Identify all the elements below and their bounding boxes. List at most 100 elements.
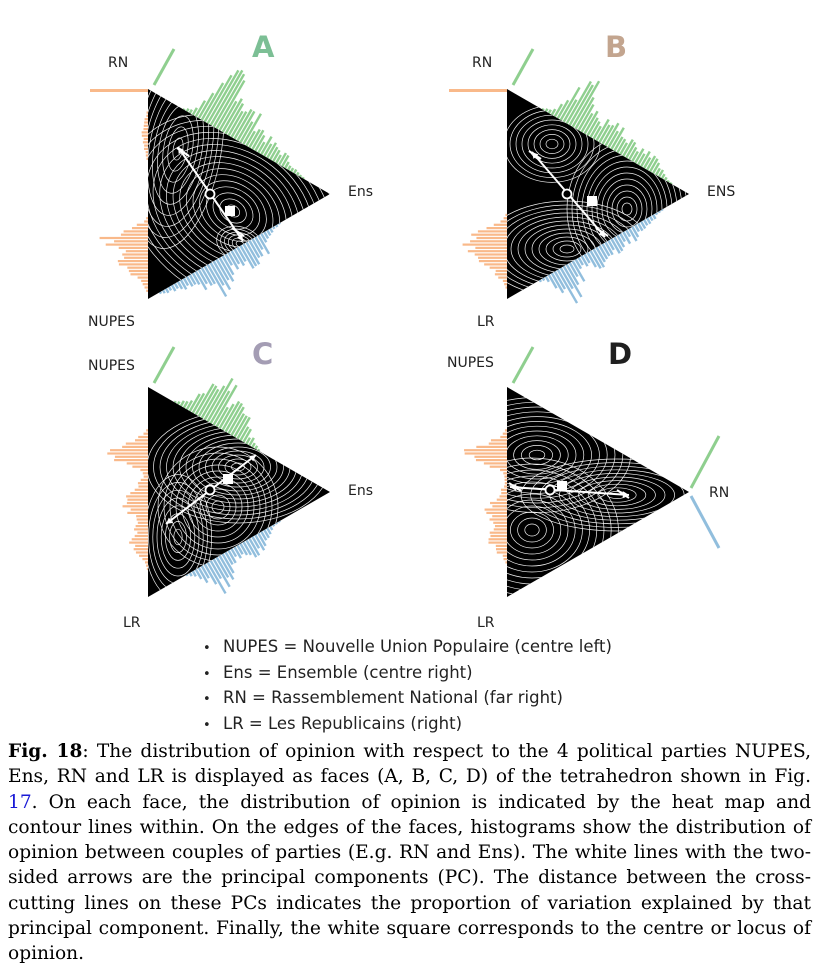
histogram-bar — [212, 260, 232, 291]
legend-bullet: • — [203, 692, 211, 707]
histogram-bar — [197, 385, 218, 417]
histogram-bar — [227, 110, 244, 137]
contour-line — [507, 430, 577, 480]
legend-text: NUPES = Nouvelle Union Populaire (centre… — [223, 637, 612, 656]
histogram-bar — [583, 253, 591, 264]
histogram-bar — [574, 258, 583, 270]
histogram-bar — [616, 138, 627, 154]
histogram-bar — [133, 548, 148, 551]
histogram-bar — [649, 215, 654, 222]
histogram-bar — [610, 127, 625, 150]
histogram-bar — [640, 220, 647, 230]
histogram-bar — [146, 567, 148, 571]
histogram-bar — [607, 130, 619, 149]
histogram-bar — [492, 505, 507, 508]
histogram-bar — [144, 561, 148, 564]
histogram-bar — [114, 240, 148, 243]
histogram-bar — [643, 157, 652, 169]
histogram-bar — [130, 273, 148, 276]
histogram-bar — [191, 570, 197, 577]
contour-line — [224, 458, 252, 476]
contour-line — [521, 445, 553, 465]
histogram-bar — [646, 217, 652, 225]
histogram-bar — [194, 383, 215, 416]
histogram-bar — [646, 155, 657, 171]
histogram-bar — [601, 243, 611, 257]
histogram-edge-line — [689, 435, 721, 489]
histogram-bar — [130, 492, 148, 495]
caption-text-2: . On each face, the distribution of opin… — [8, 791, 811, 965]
legend-text: RN = Rassemblement National (far right) — [223, 688, 563, 707]
pc-arrowhead — [236, 234, 243, 241]
histogram-bar — [124, 256, 148, 259]
histogram-bar — [634, 224, 640, 233]
histogram-bar — [471, 233, 507, 236]
histogram-bar — [203, 563, 218, 585]
pc-arrowhead — [249, 455, 256, 462]
histogram-bar — [215, 406, 229, 428]
histogram-bar — [251, 129, 265, 150]
histogram-bar — [272, 524, 276, 527]
histogram-bar — [221, 98, 243, 133]
histogram-bar — [206, 377, 234, 423]
histogram-bar — [145, 151, 148, 154]
histogram-bar — [141, 134, 148, 137]
histogram-bar — [652, 162, 661, 174]
histogram-bar — [134, 528, 148, 531]
histogram-bar — [245, 437, 252, 445]
histogram-bar — [260, 531, 268, 541]
histogram-bar — [142, 141, 148, 144]
histogram-bar — [493, 223, 507, 226]
histogram-bar — [142, 472, 148, 475]
histogram-bar — [488, 442, 507, 445]
histogram-bar — [242, 541, 252, 556]
histogram-bar — [212, 384, 238, 426]
histogram-bar — [209, 69, 244, 126]
histogram-bar — [544, 275, 550, 283]
histogram-bar — [550, 108, 557, 116]
histogram-bar — [637, 222, 644, 232]
histogram-bar — [230, 413, 245, 436]
histogram-bar — [272, 149, 281, 162]
histogram-bar — [595, 246, 606, 263]
legend-item-ens: • Ens = Ensemble (centre right) — [203, 660, 612, 686]
histogram-bar — [188, 393, 201, 412]
face-c-label-bottom: LR — [123, 615, 141, 631]
histogram-bar — [505, 213, 507, 216]
histogram-bar — [634, 148, 645, 164]
histogram-bar — [505, 286, 507, 289]
contour-line — [148, 89, 210, 216]
histogram-bar — [663, 176, 668, 181]
histogram-bar — [464, 449, 507, 452]
contour-line — [198, 442, 278, 492]
legend-text: LR = Les Republicains (right) — [223, 713, 463, 733]
histogram-bar — [191, 392, 206, 414]
histogram-bar — [541, 107, 545, 111]
histogram-bar — [586, 251, 597, 268]
histogram-bar — [179, 400, 185, 407]
pc-origin-circle — [204, 188, 216, 200]
histogram-bar — [227, 549, 237, 564]
histogram-bar — [475, 459, 507, 462]
histogram-bar — [622, 231, 632, 245]
histogram-bar — [568, 84, 594, 126]
histogram-bar — [162, 289, 166, 294]
legend-item-lr: • LR = Les Republicains (right) — [203, 711, 612, 737]
caption-label: Fig. 18 — [8, 741, 83, 762]
histogram-bar — [123, 230, 148, 233]
contour-line — [199, 488, 237, 526]
face-a-label-right: Ens — [348, 184, 373, 200]
caption-figure-link[interactable]: 17 — [8, 791, 32, 813]
histogram-bar — [114, 455, 148, 458]
histogram-bar — [200, 267, 213, 286]
histogram-bar — [583, 110, 599, 135]
histogram-bar — [655, 212, 659, 216]
face-a-label-top: RN — [108, 55, 128, 71]
histogram-bar — [476, 445, 507, 448]
histogram-bar — [266, 229, 272, 237]
histogram-bar — [224, 402, 243, 433]
pc-origin-circle — [561, 188, 573, 200]
histogram-bar — [503, 217, 507, 220]
face-b-label-top: RN — [472, 55, 492, 71]
histogram-bar — [496, 551, 507, 554]
